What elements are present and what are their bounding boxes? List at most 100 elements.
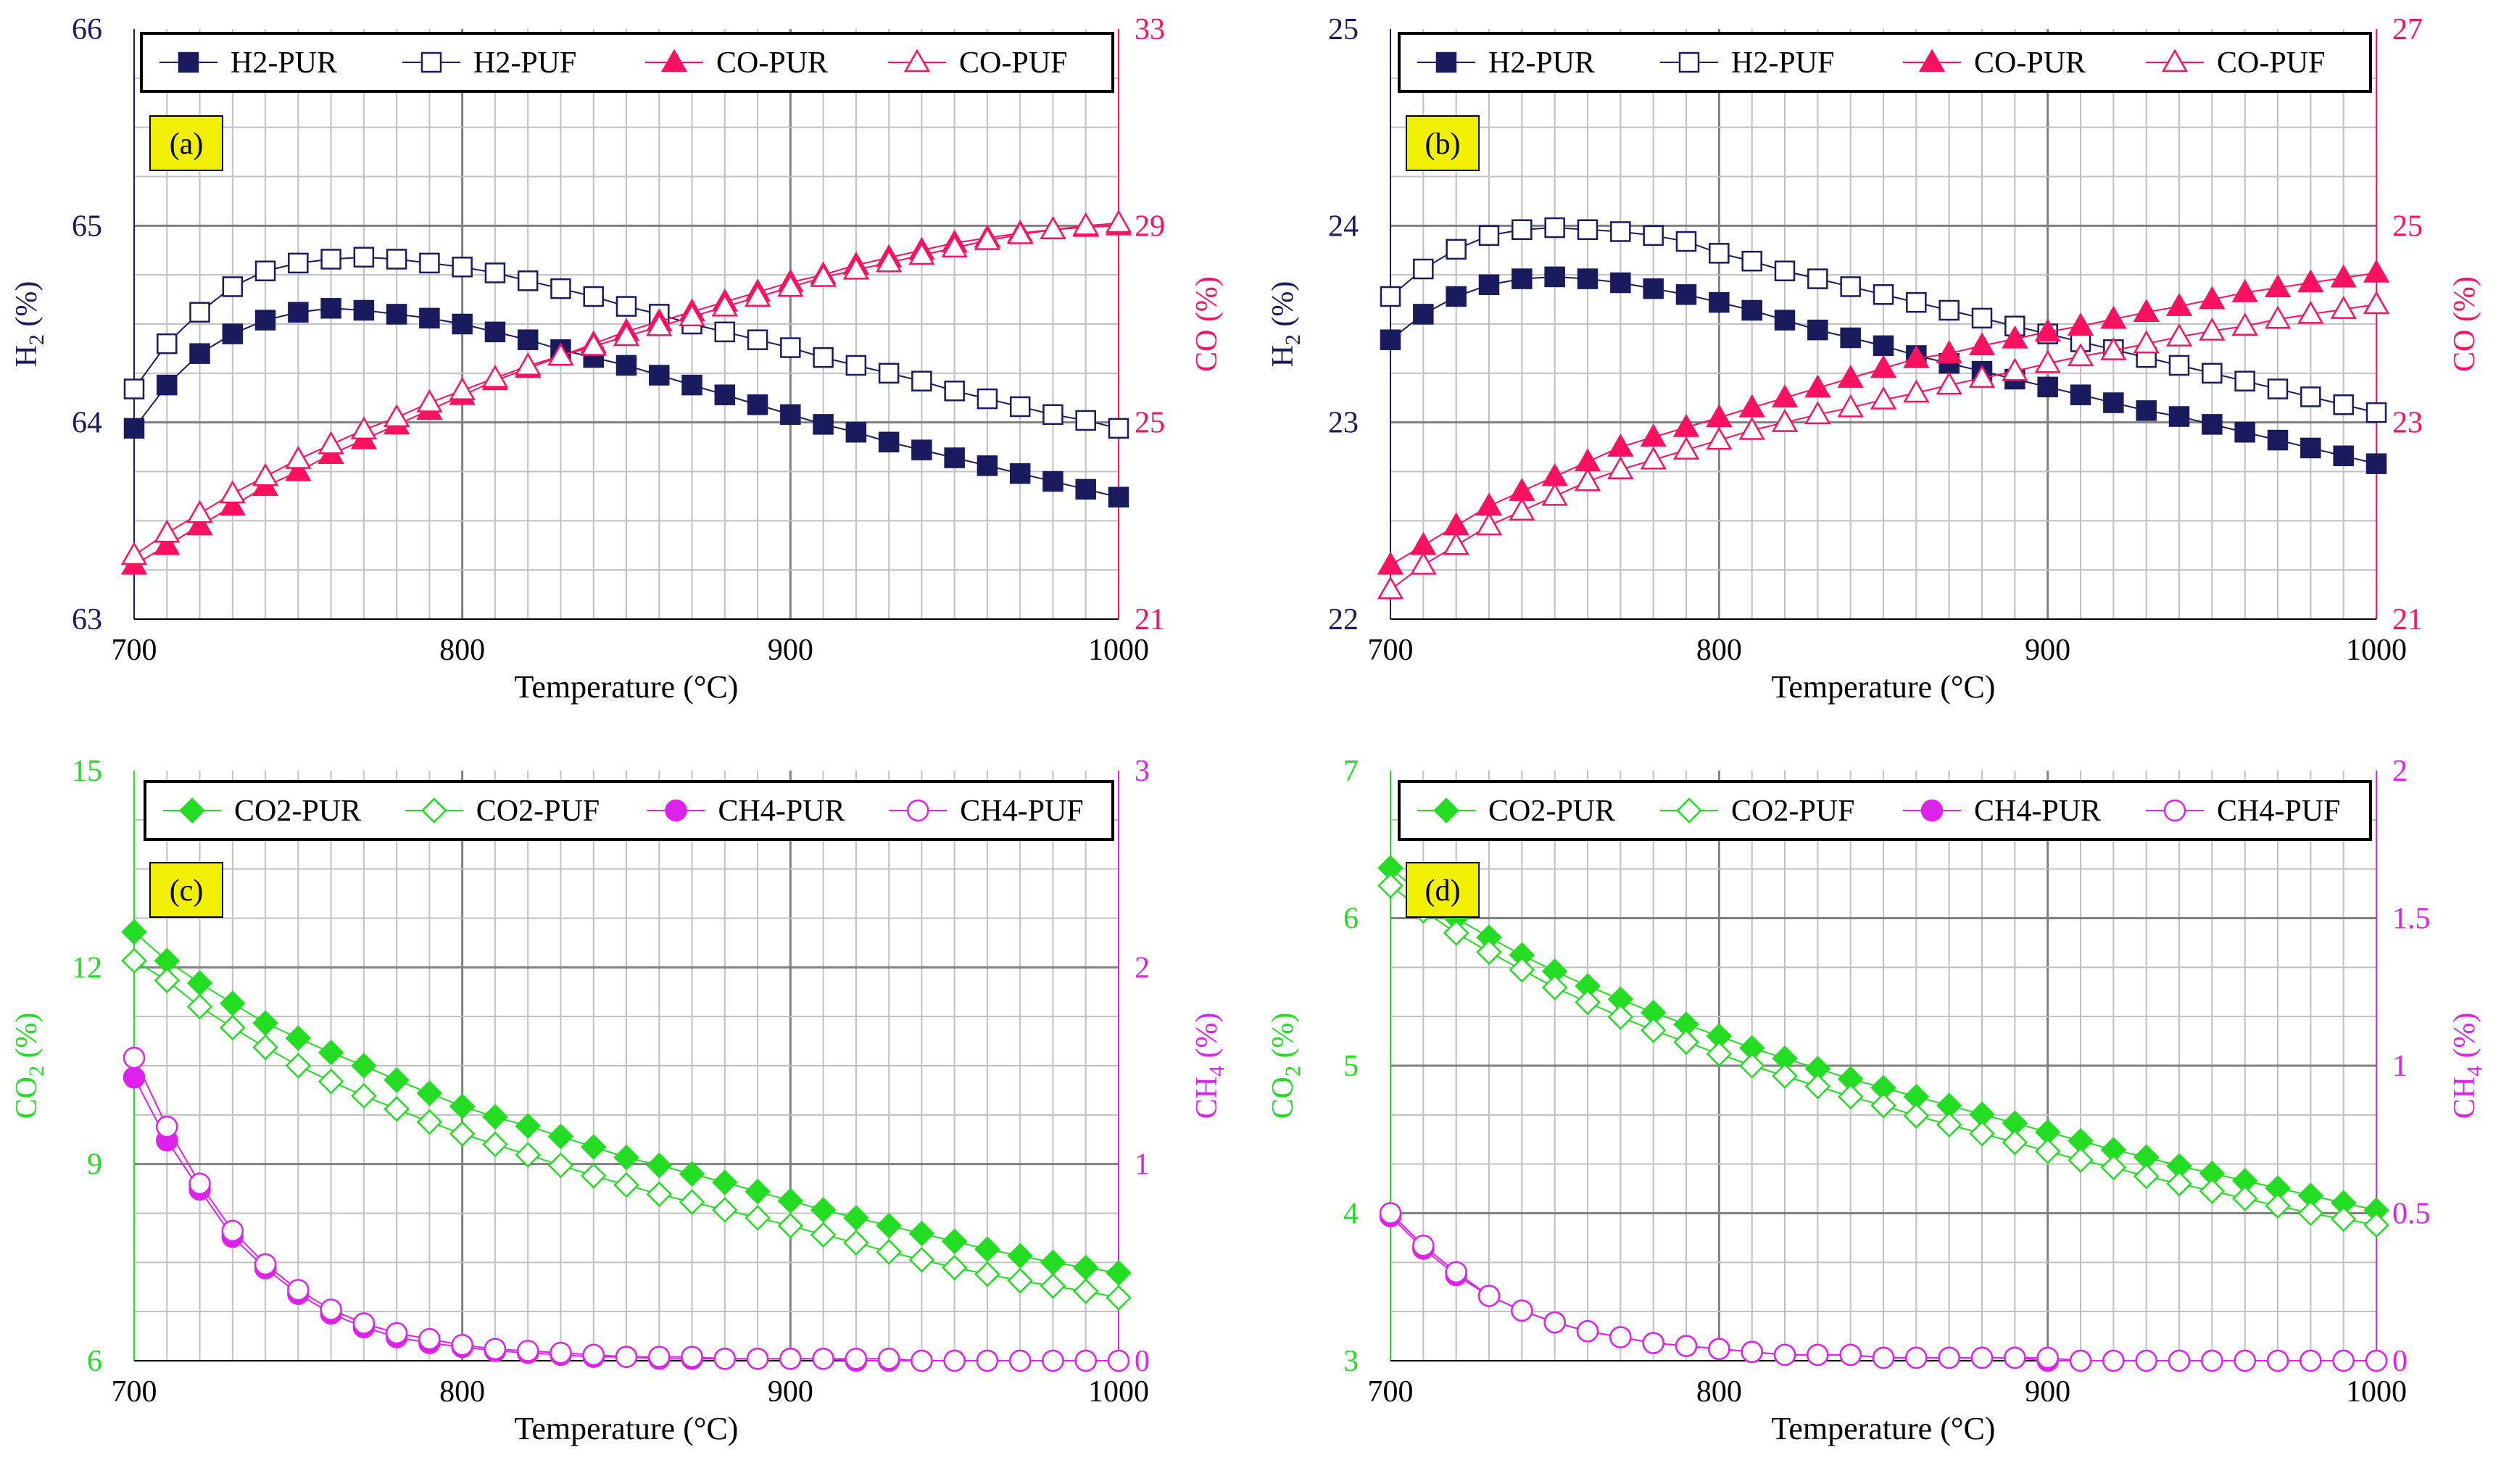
legend-label: H2-PUF [473, 46, 576, 80]
data-point [646, 1152, 673, 1179]
data-point [484, 321, 506, 343]
x-tick-label: 800 [1696, 634, 1742, 667]
data-point [1541, 482, 1568, 506]
data-point [1509, 478, 1535, 501]
legend-box [1398, 780, 2372, 841]
gridlines [134, 771, 1119, 1361]
panel-label: (a) [149, 115, 223, 171]
legend: CO2-PUR CO2-PUF CH4-PUR CH4-PUF [144, 780, 1114, 841]
data-point [1610, 272, 1631, 294]
data-point [385, 1322, 408, 1345]
legend-label: H2-PUR [1488, 46, 1595, 80]
data-point [777, 1212, 804, 1239]
data-point [449, 377, 476, 400]
data-point [1970, 1346, 1994, 1369]
data-point [352, 1312, 376, 1335]
legend: CO2-PUR CO2-PUF CH4-PUR CH4-PUF [1398, 780, 2372, 841]
data-point [1738, 394, 1765, 418]
data-point [1413, 304, 1434, 325]
data-point [2168, 406, 2190, 427]
data-point [780, 404, 801, 426]
data-point [876, 1239, 902, 1265]
data-point [1040, 216, 1066, 240]
data-point [1741, 250, 1762, 272]
data-point [1544, 266, 1565, 288]
data-point [2363, 259, 2390, 283]
y-left-tick-label: 3 [1343, 1345, 1359, 1378]
data-point [1007, 1243, 1033, 1269]
data-point [613, 323, 640, 347]
data-point [941, 234, 968, 258]
panel-label-text: (c) [170, 874, 204, 908]
legend-label: CO-PUR [1974, 46, 2086, 80]
y-right-tick-label: 2 [1135, 951, 1150, 985]
x-tick-label: 900 [768, 634, 813, 667]
y-right-tick-label: 1 [2392, 1050, 2408, 1083]
data-point [615, 1346, 638, 1368]
data-point [386, 304, 407, 325]
data-point [2297, 1200, 2324, 1227]
data-point [649, 365, 670, 386]
data-point [1672, 413, 1700, 437]
legend-label: CH4-PUR [1974, 795, 2101, 828]
y-left-axis-title-rest: (%) [10, 281, 43, 334]
data-point [713, 1348, 737, 1370]
legend-marker [178, 51, 199, 73]
y-left-tick-label: 12 [72, 951, 102, 985]
data-point [911, 439, 932, 460]
data-point [1577, 268, 1598, 289]
data-point [2300, 1349, 2322, 1372]
data-point [2034, 349, 2061, 373]
data-point [1380, 329, 1401, 350]
data-point [320, 249, 341, 270]
data-point [648, 1346, 671, 1368]
data-point [350, 416, 378, 440]
data-point [1706, 1040, 1733, 1067]
data-point [252, 1034, 278, 1061]
data-point [615, 355, 637, 376]
data-point [2165, 293, 2193, 316]
data-point [1574, 448, 1601, 472]
data-point [583, 286, 604, 307]
data-point [1609, 1326, 1632, 1348]
y-right-axis-title: CH4 (%) [1190, 1013, 1229, 1119]
data-point [2234, 421, 2255, 443]
data-point [1413, 258, 1434, 280]
data-point [351, 1053, 377, 1079]
data-point [944, 381, 965, 402]
data-point [745, 1178, 771, 1205]
data-point [2365, 402, 2387, 423]
data-point [186, 499, 213, 523]
panel-label-text: (a) [170, 128, 204, 161]
data-point [2199, 317, 2226, 341]
legend-box [144, 780, 1114, 841]
y-right-tick-label: 1 [1135, 1148, 1150, 1182]
data-point [1380, 286, 1401, 307]
data-point [285, 446, 312, 469]
data-point [1377, 576, 1404, 600]
data-point [1971, 307, 1993, 329]
legend-marker [903, 49, 931, 72]
data-point [813, 347, 834, 368]
data-point [1576, 1320, 1599, 1343]
data-point [154, 519, 181, 543]
data-point [285, 457, 312, 481]
data-point [941, 1254, 968, 1281]
data-point [2266, 1349, 2289, 1372]
data-point [1804, 1073, 1831, 1100]
data-point [1008, 1349, 1032, 1372]
data-point [550, 1341, 572, 1364]
data-point [1968, 365, 1996, 388]
data-point [121, 948, 147, 974]
data-point [1839, 1343, 1862, 1367]
legend-marker [2163, 799, 2186, 822]
data-point [1377, 872, 1403, 899]
legend-marker [420, 51, 442, 73]
data-point [1574, 468, 1601, 492]
data-point [878, 431, 900, 453]
legend-label: H2-PUR [231, 46, 337, 80]
data-point [1709, 291, 1730, 313]
data-point [123, 1066, 146, 1089]
legend-label: CO2-PUR [234, 795, 361, 828]
